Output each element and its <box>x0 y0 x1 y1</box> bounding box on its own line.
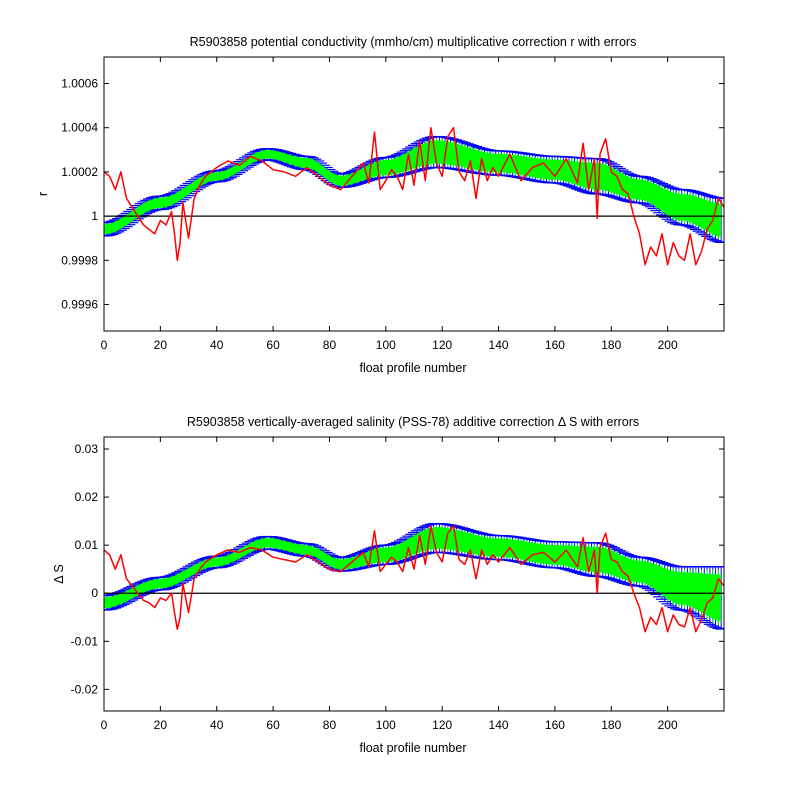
y-tick-label: 0.9998 <box>61 253 98 267</box>
x-tick-label: 80 <box>323 718 337 732</box>
ticks-delta-s: 0 20 40 60 80 100 120 140 160 180 200 -0.02 -0.01 0 0.… <box>71 437 724 732</box>
y-tick-label: 1.0004 <box>61 121 98 135</box>
raw-series-line <box>104 126 724 266</box>
x-tick-label: 40 <box>210 718 224 732</box>
y-tick-label: 0 <box>91 586 98 600</box>
y-tick-label: 1.0002 <box>61 165 98 179</box>
x-tick-label: 0 <box>101 338 108 352</box>
y-tick-label: 0.9996 <box>61 297 98 311</box>
x-tick-label: 20 <box>154 338 168 352</box>
x-tick-label: 200 <box>658 718 678 732</box>
fit-band <box>104 140 722 237</box>
x-tick-label: 120 <box>432 338 452 352</box>
x-tick-label: 0 <box>101 718 108 732</box>
x-tick-label: 60 <box>266 338 280 352</box>
x-tick-label: 100 <box>376 338 396 352</box>
plot-area-delta-s <box>104 522 724 633</box>
y-tick-label: -0.02 <box>71 682 99 696</box>
ticks-r: 0 20 40 60 80 100 120 140 160 180 200 0.9996 0.9998 1… <box>61 57 724 352</box>
x-tick-label: 40 <box>210 338 224 352</box>
x-tick-label: 180 <box>601 718 621 732</box>
chart-title-delta-s: R5903858 vertically-averaged salinity (P… <box>187 415 639 429</box>
x-axis-label-delta-s: float profile number <box>359 741 466 755</box>
y-tick-label: 1 <box>91 209 98 223</box>
chart-title-r: R5903858 potential conductivity (mmho/cm… <box>190 35 637 49</box>
panel-delta-s: R5903858 vertically-averaged salinity (P… <box>52 415 725 755</box>
x-tick-label: 60 <box>266 718 280 732</box>
plot-content <box>104 522 724 633</box>
y-tick-label: 0.01 <box>75 538 99 552</box>
axes-frame-delta-s <box>103 436 725 712</box>
x-tick-label: 140 <box>489 718 509 732</box>
x-tick-label: 20 <box>154 718 168 732</box>
x-tick-label: 200 <box>658 338 678 352</box>
y-tick-label: 1.0006 <box>61 77 98 91</box>
y-tick-label: 0.03 <box>75 442 99 456</box>
x-tick-label: 120 <box>432 718 452 732</box>
y-axis-label-delta-s: Δ S <box>52 564 66 583</box>
raw-series-line <box>104 525 724 633</box>
x-tick-label: 160 <box>545 338 565 352</box>
plot-area-r <box>104 126 724 266</box>
y-axis-label-r: r <box>36 192 50 196</box>
x-axis-label-r: float profile number <box>359 361 466 375</box>
x-tick-label: 160 <box>545 718 565 732</box>
plot-content <box>104 126 724 266</box>
x-tick-label: 100 <box>376 718 396 732</box>
x-tick-label: 80 <box>323 338 337 352</box>
x-tick-label: 140 <box>489 338 509 352</box>
panel-r: R5903858 potential conductivity (mmho/cm… <box>36 35 725 375</box>
y-tick-label: -0.01 <box>71 634 99 648</box>
y-tick-label: 0.02 <box>75 490 99 504</box>
axes-frame-r <box>103 56 725 332</box>
x-tick-label: 180 <box>601 338 621 352</box>
